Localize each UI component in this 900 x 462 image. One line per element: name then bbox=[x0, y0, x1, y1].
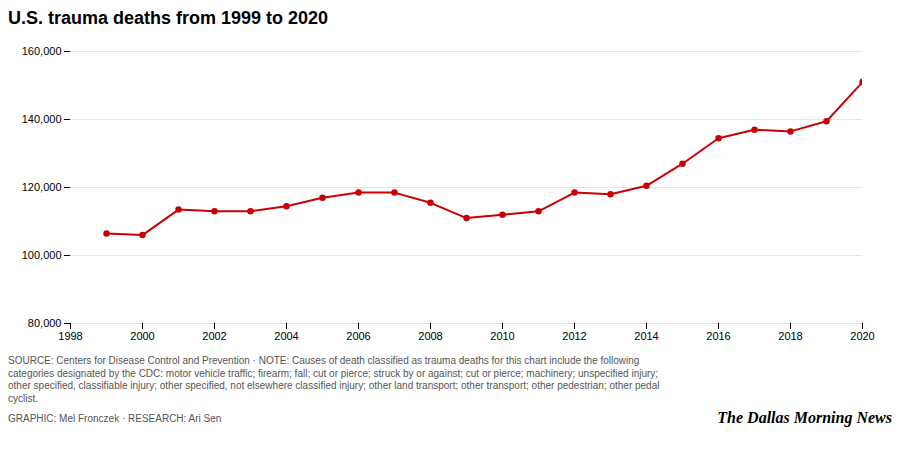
svg-text:2006: 2006 bbox=[346, 330, 370, 342]
svg-text:2002: 2002 bbox=[202, 330, 226, 342]
svg-text:2018: 2018 bbox=[778, 330, 802, 342]
svg-text:120,000: 120,000 bbox=[22, 181, 62, 193]
svg-text:2016: 2016 bbox=[706, 330, 730, 342]
svg-text:2014: 2014 bbox=[634, 330, 658, 342]
svg-text:2012: 2012 bbox=[562, 330, 586, 342]
svg-text:2004: 2004 bbox=[274, 330, 298, 342]
svg-text:2008: 2008 bbox=[418, 330, 442, 342]
html-text:U.S. trauma deaths from 1999 t: U.S. trauma deaths from 1999 to 2020 bbox=[8, 8, 329, 28]
svg-text:1998: 1998 bbox=[58, 330, 82, 342]
html-text:The Dallas Morning News: The Dallas Morning News bbox=[717, 409, 892, 426]
svg-text:2020: 2020 bbox=[850, 330, 874, 342]
html-text:GRAPHIC: Mel Fronczek · RESEAR: GRAPHIC: Mel Fronczek · RESEARCH: Ari Se… bbox=[8, 412, 222, 424]
svg-text:80,000: 80,000 bbox=[28, 317, 62, 329]
svg-text:100,000: 100,000 bbox=[22, 249, 62, 261]
html-text:SOURCE: Centers for Disease Co: SOURCE: Centers for Disease Control and … bbox=[8, 355, 660, 404]
svg-text:140,000: 140,000 bbox=[22, 113, 62, 125]
svg-text:2000: 2000 bbox=[130, 330, 154, 342]
svg-text:2010: 2010 bbox=[490, 330, 514, 342]
svg-text:160,000: 160,000 bbox=[22, 45, 62, 57]
